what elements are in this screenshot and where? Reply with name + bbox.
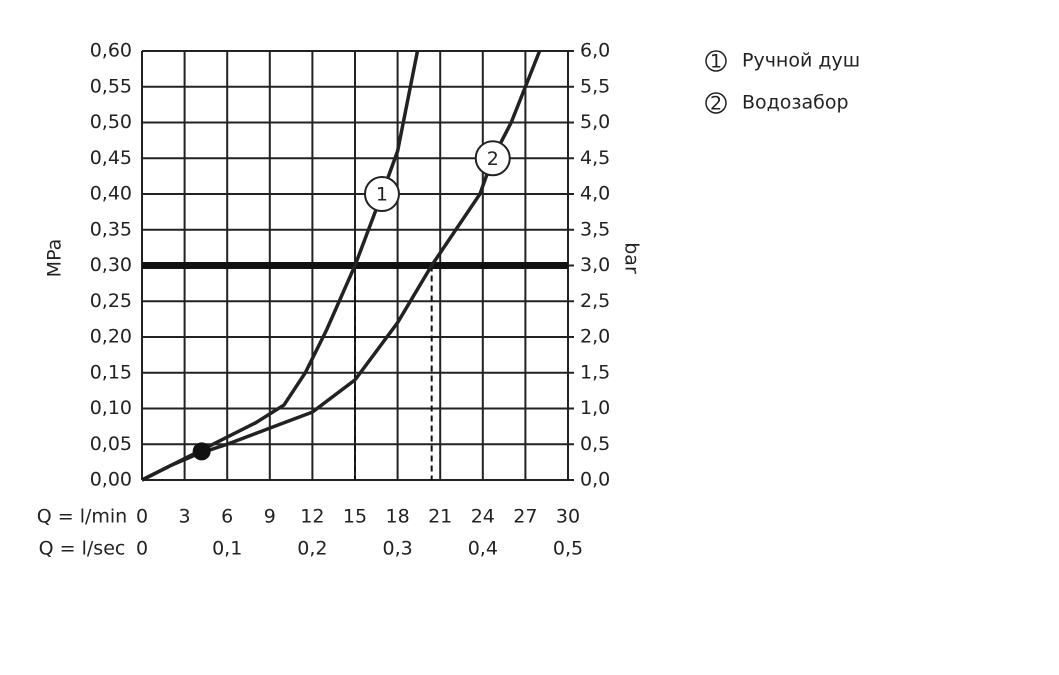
x2-tick-label: 0,2 xyxy=(297,538,327,560)
legend-number: 1 xyxy=(710,51,722,73)
legend-circle xyxy=(705,92,727,114)
x-tick-label: 18 xyxy=(386,506,410,528)
x2-tick-label: 0,4 xyxy=(468,538,498,560)
y-axis-label: MPa xyxy=(44,239,66,278)
y2-tick-label: 0,5 xyxy=(580,433,610,455)
y2-tick-label: 5,0 xyxy=(580,111,610,133)
x-tick-label: 0 xyxy=(136,506,148,528)
y2-tick-label: 3,0 xyxy=(580,254,610,276)
x-tick-label: 6 xyxy=(221,506,233,528)
legend-entry: Водозабор xyxy=(742,92,849,114)
y2-tick-label: 2,0 xyxy=(580,326,610,348)
y-tick-label: 0,40 xyxy=(90,183,132,205)
x-tick-label: 9 xyxy=(264,506,276,528)
y2-axis-label: bar xyxy=(621,242,643,274)
x-tick-label: 21 xyxy=(428,506,452,528)
y2-tick-label: 4,5 xyxy=(580,147,610,169)
curve-label-circle xyxy=(474,140,511,177)
legend-circle xyxy=(705,50,727,72)
x-tick-label: 12 xyxy=(300,506,324,528)
y-tick-label: 0,05 xyxy=(90,433,132,455)
y2-tick-label: 5,5 xyxy=(580,75,610,97)
y2-tick-label: 4,0 xyxy=(580,183,610,205)
x2-tick-label: 0,1 xyxy=(212,538,242,560)
y-tick-label: 0,10 xyxy=(90,397,132,419)
y-tick-label: 0,15 xyxy=(90,361,132,383)
y-tick-label: 0,30 xyxy=(90,254,132,276)
y-tick-label: 0,60 xyxy=(90,40,132,62)
y2-tick-label: 6,0 xyxy=(580,40,610,62)
legend-number: 2 xyxy=(710,93,722,115)
x2-axis-label: Q = l/sec xyxy=(39,538,126,560)
x-tick-label: 30 xyxy=(556,506,580,528)
curve-label: 2 xyxy=(487,148,499,170)
y-tick-label: 0,45 xyxy=(90,147,132,169)
x2-tick-label: 0,3 xyxy=(382,538,412,560)
curve-label: 1 xyxy=(376,184,388,206)
y2-tick-label: 1,5 xyxy=(580,361,610,383)
y-tick-label: 0,25 xyxy=(90,290,132,312)
y2-tick-label: 2,5 xyxy=(580,290,610,312)
y-tick-label: 0,55 xyxy=(90,75,132,97)
x-tick-label: 27 xyxy=(513,506,537,528)
y2-tick-label: 3,5 xyxy=(580,218,610,240)
y-tick-label: 0,50 xyxy=(90,111,132,133)
point xyxy=(192,442,211,461)
x-tick-label: 24 xyxy=(471,506,495,528)
y-tick-label: 0,35 xyxy=(90,218,132,240)
y2-tick-label: 1,0 xyxy=(580,397,610,419)
x2-tick-label: 0,5 xyxy=(553,538,583,560)
y2-tick-label: 0,0 xyxy=(580,469,610,491)
x-axis-label: Q = l/min xyxy=(37,506,127,528)
x-tick-label: 3 xyxy=(179,506,191,528)
x-tick-label: 15 xyxy=(343,506,367,528)
x2-tick-label: 0 xyxy=(136,538,148,560)
curve-label-circle xyxy=(363,176,400,212)
y-tick-label: 0,00 xyxy=(90,469,132,491)
y-tick-label: 0,20 xyxy=(90,326,132,348)
legend-entry: Ручной душ xyxy=(742,50,860,72)
